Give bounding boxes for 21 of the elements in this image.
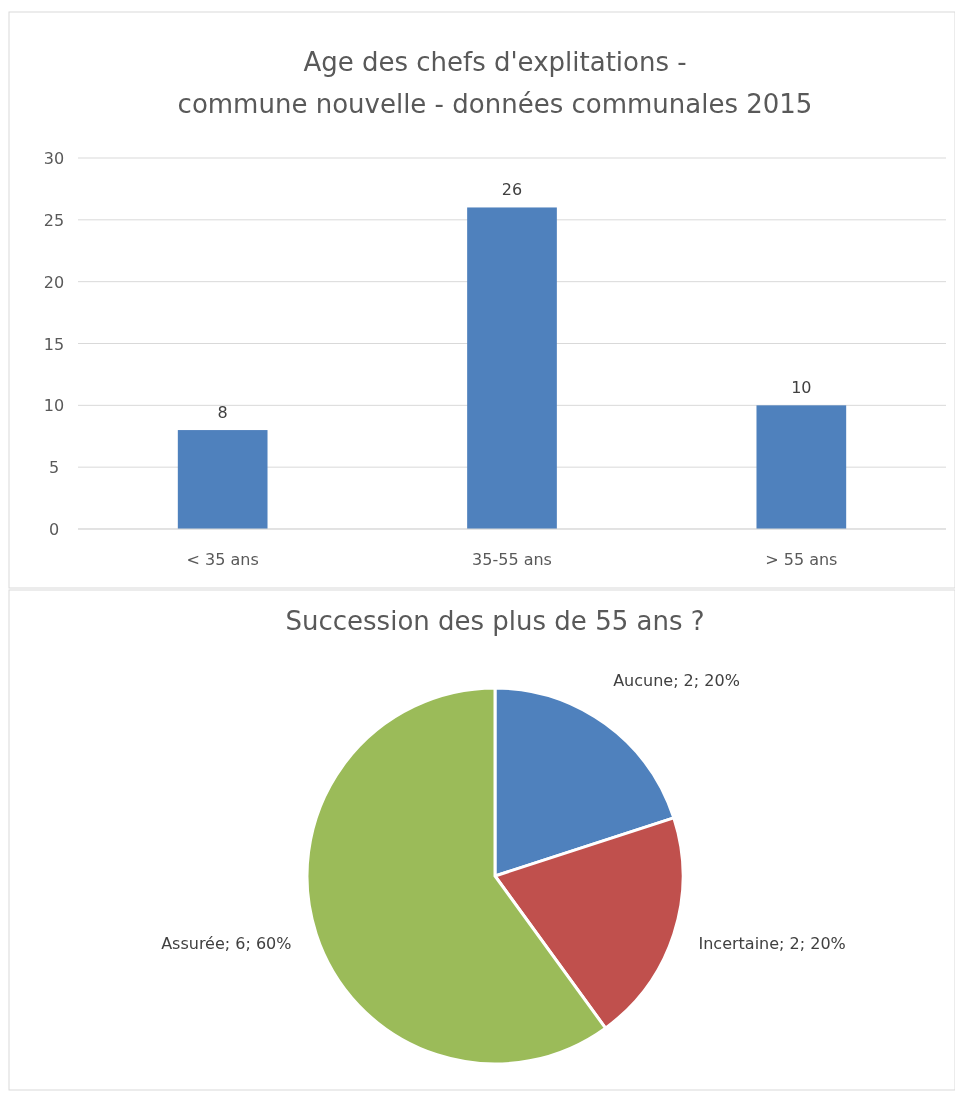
slice-label: Aucune; 2; 20% [613,670,740,690]
y-tick-label: 10 [43,396,65,416]
y-tick-label: 30 [43,149,65,168]
data-label: 8 [217,403,228,423]
y-tick-label: 0 [48,520,60,539]
bar [756,405,847,529]
bar [467,207,557,529]
data-label: 10 [791,378,812,398]
x-tick-label: > 55 ans [765,550,838,569]
x-tick-label: 35-55 ans [472,550,552,569]
y-tick-label: 20 [43,272,65,292]
y-tick-label: 25 [43,210,65,230]
bar [177,430,268,529]
x-tick-label: < 35 ans [186,550,259,569]
slice-label: Assurée; 6; 60% [161,933,292,953]
chart-title: Age des chefs d'explitations - commune nouvelle - données communales 2015 [177,47,813,119]
chart-title: Succession des plus de 55 ans ? [285,606,705,636]
y-tick-label: 15 [43,334,65,354]
y-tick-label: 5 [48,458,60,478]
slice-label: Incertaine; 2; 20% [698,933,846,953]
data-label: 26 [501,180,523,200]
